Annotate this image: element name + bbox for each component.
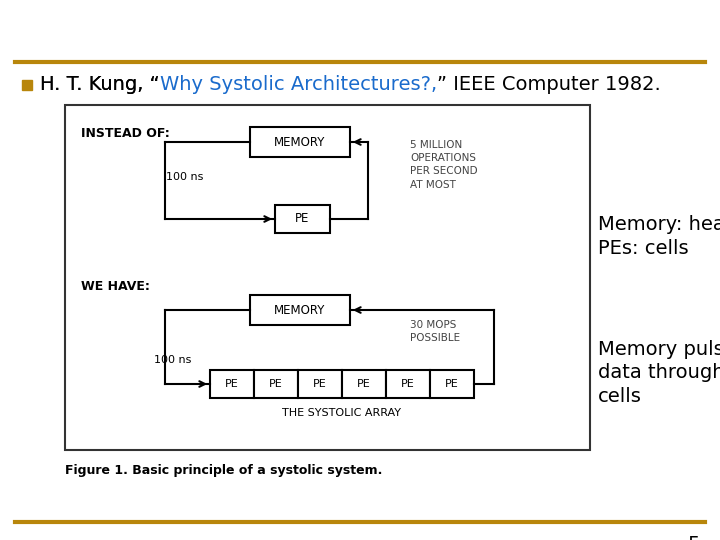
Text: Why Systolic Architectures?,: Why Systolic Architectures?, bbox=[160, 76, 437, 94]
Text: MEMORY: MEMORY bbox=[274, 303, 325, 316]
Text: H. T. Kung, “: H. T. Kung, “ bbox=[40, 76, 160, 94]
Text: PE: PE bbox=[295, 213, 310, 226]
Text: 5: 5 bbox=[688, 535, 700, 540]
Text: PE: PE bbox=[313, 379, 327, 389]
Text: THE SYSTOLIC ARRAY: THE SYSTOLIC ARRAY bbox=[282, 408, 402, 418]
Bar bbox=[22, 80, 32, 90]
Text: Figure 1. Basic principle of a systolic system.: Figure 1. Basic principle of a systolic … bbox=[65, 464, 382, 477]
Bar bbox=[275, 205, 330, 233]
Bar bbox=[65, 105, 590, 450]
Bar bbox=[250, 295, 350, 325]
Text: PE: PE bbox=[445, 379, 459, 389]
Bar bbox=[386, 370, 430, 398]
Text: H. T. Kung, “: H. T. Kung, “ bbox=[40, 76, 160, 94]
Text: ” IEEE Computer 1982.: ” IEEE Computer 1982. bbox=[437, 76, 660, 94]
Text: WE HAVE:: WE HAVE: bbox=[81, 280, 150, 293]
Text: Memory pulses
data through
cells: Memory pulses data through cells bbox=[598, 340, 720, 406]
Text: 30 MOPS
POSSIBLE: 30 MOPS POSSIBLE bbox=[410, 320, 460, 343]
Text: 100 ns: 100 ns bbox=[154, 355, 192, 365]
Text: Memory: heart
PEs: cells: Memory: heart PEs: cells bbox=[598, 215, 720, 258]
Text: MEMORY: MEMORY bbox=[274, 136, 325, 148]
Text: PE: PE bbox=[401, 379, 415, 389]
Text: INSTEAD OF:: INSTEAD OF: bbox=[81, 127, 170, 140]
Bar bbox=[210, 370, 254, 398]
Bar bbox=[250, 127, 350, 157]
Text: 5 MILLION
OPERATIONS
PER SECOND
AT MOST: 5 MILLION OPERATIONS PER SECOND AT MOST bbox=[410, 140, 477, 190]
Bar bbox=[298, 370, 342, 398]
Text: PE: PE bbox=[269, 379, 283, 389]
Bar bbox=[430, 370, 474, 398]
Bar bbox=[342, 370, 386, 398]
Text: PE: PE bbox=[225, 379, 239, 389]
Bar bbox=[254, 370, 298, 398]
Text: PE: PE bbox=[357, 379, 371, 389]
Text: 100 ns: 100 ns bbox=[166, 172, 204, 182]
